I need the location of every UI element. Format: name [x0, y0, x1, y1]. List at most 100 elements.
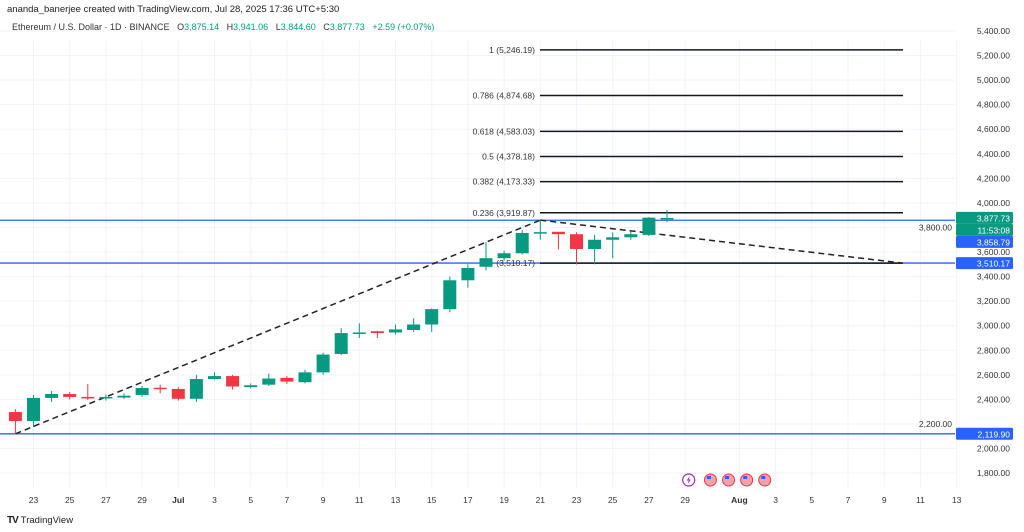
- candle-body: [189, 379, 203, 399]
- candle-body: [551, 231, 565, 235]
- x-tick-label: 25: [608, 495, 618, 505]
- candle-body: [479, 258, 493, 267]
- price-badge-label: 2,119.90: [978, 429, 1011, 439]
- x-tick-label: 29: [680, 495, 690, 505]
- y-tick-label: 4,200.00: [977, 173, 1010, 183]
- price-badge-label: 11:53:08: [978, 225, 1011, 235]
- high-label: H: [226, 22, 234, 32]
- candle-body: [27, 397, 40, 422]
- flag-canton: [706, 476, 711, 479]
- y-tick-label: 3,200.00: [977, 296, 1010, 306]
- candle-body: [660, 217, 674, 220]
- candle-body: [208, 376, 221, 380]
- x-tick-label: 11: [355, 495, 364, 505]
- candle-body: [244, 385, 258, 388]
- y-tick-label: 4,800.00: [977, 100, 1010, 110]
- price-badge-label: 3,858.79: [977, 237, 1010, 247]
- x-tick-label: 13: [952, 495, 962, 505]
- tradingview-brand-label: TradingView: [20, 515, 74, 526]
- symbol-legend: Ethereum / U.S. Dollar · 1D · BINANCE O3…: [12, 22, 434, 32]
- x-tick-label: Aug: [731, 495, 748, 505]
- x-tick-label: 25: [65, 495, 75, 505]
- candle-body: [407, 324, 421, 331]
- candle-body: [45, 393, 59, 398]
- candle-body: [606, 237, 620, 240]
- y-tick-label: 5,000.00: [977, 75, 1010, 85]
- price-badge: [956, 427, 1013, 440]
- candle-body: [99, 396, 113, 399]
- candle-body: [642, 217, 656, 235]
- candle-body: [226, 376, 240, 387]
- y-tick-label: 5,200.00: [977, 51, 1010, 61]
- fib-level-label: 0.382 (4,173.33): [473, 177, 536, 187]
- candle-body: [624, 234, 638, 238]
- us-flag-event-icon: [758, 473, 772, 487]
- y-tick-label: 2,800.00: [977, 345, 1010, 355]
- y-tick-label: 3,000.00: [977, 321, 1010, 331]
- chart-credit: ananda_banerjee created with TradingView…: [7, 4, 340, 15]
- x-tick-label: 5: [809, 495, 814, 505]
- tradingview-logo-icon: TV: [7, 515, 19, 526]
- x-tick-label: 21: [536, 495, 546, 505]
- price-badge: [956, 223, 1013, 236]
- tradingview-brand: TV TradingView: [7, 515, 73, 526]
- candle-body: [298, 372, 312, 383]
- candle-body: [443, 280, 457, 310]
- candle-body: [352, 332, 366, 334]
- candle-body: [461, 268, 475, 281]
- open-value: 3,875.14: [184, 22, 220, 32]
- change-value: +2.59 (+0.07%): [372, 22, 435, 32]
- y-tick-label: 3,400.00: [977, 272, 1010, 282]
- y-tick-label: 2,000.00: [977, 444, 1010, 454]
- x-tick-label: 23: [572, 495, 582, 505]
- flag-canton: [725, 476, 730, 479]
- candle-body: [135, 387, 149, 395]
- candle-body: [280, 377, 294, 382]
- candle-body: [117, 395, 131, 398]
- us-flag-event-icon: [703, 473, 717, 487]
- candle-body: [63, 393, 77, 397]
- candle-body: [389, 329, 402, 333]
- close-value: 3,877.73: [329, 22, 365, 32]
- y-tick-label: 3,800.00: [919, 222, 952, 232]
- y-tick-label: 2,400.00: [977, 394, 1010, 404]
- candle-body: [570, 234, 583, 249]
- y-tick-label: 4,600.00: [977, 124, 1010, 134]
- x-tick-label: 27: [101, 495, 111, 505]
- open-label: O: [177, 22, 185, 32]
- price-badge: [956, 211, 1013, 224]
- low-value: 3,844.60: [280, 22, 316, 32]
- candle-body: [497, 253, 511, 259]
- close-label: C: [323, 22, 330, 32]
- x-tick-label: Jul: [172, 495, 184, 505]
- fib-level-label: 0.236 (3,919.87): [473, 208, 536, 218]
- y-tick-label: 4,000.00: [977, 198, 1010, 208]
- candle-body: [425, 309, 439, 325]
- fib-level-label: (3,510.17): [496, 258, 535, 268]
- lightning-icon: [686, 476, 691, 484]
- flag-canton: [761, 476, 766, 479]
- trend-line-dashed: [540, 219, 903, 264]
- flag-canton: [743, 476, 748, 479]
- high-value: 3,941.06: [233, 22, 269, 32]
- price-badge-label: 3,510.17: [977, 259, 1010, 269]
- us-flag-event-icon: [740, 473, 754, 487]
- x-tick-label: 9: [321, 495, 326, 505]
- symbol-title[interactable]: Ethereum / U.S. Dollar · 1D · BINANCE: [12, 22, 170, 32]
- candle-body: [81, 396, 95, 399]
- y-tick-label: 2,600.00: [977, 370, 1010, 380]
- fib-level-label: 0.618 (4,583.03): [473, 126, 536, 136]
- y-tick-label: 1,800.00: [977, 468, 1010, 478]
- candle-body: [588, 239, 602, 249]
- fib-level-label: 0.5 (4,378.18): [482, 151, 535, 161]
- x-tick-label: 23: [29, 495, 39, 505]
- x-tick-label: 27: [644, 495, 654, 505]
- candle-body: [171, 388, 185, 399]
- us-flag-event-icon: [722, 473, 736, 487]
- low-label: L: [275, 22, 281, 32]
- x-tick-label: 29: [137, 495, 147, 505]
- candle-body: [8, 412, 22, 422]
- x-tick-label: 5: [248, 495, 253, 505]
- x-tick-label: 3: [773, 495, 778, 505]
